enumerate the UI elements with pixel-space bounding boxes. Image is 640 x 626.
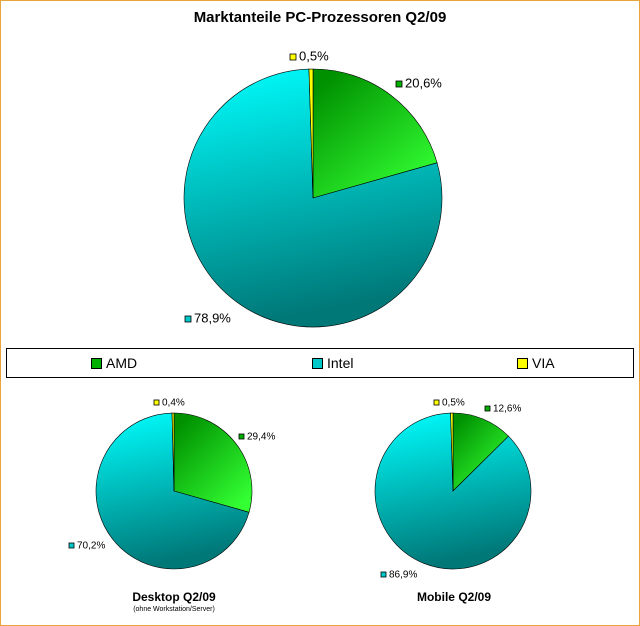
legend: AMD Intel VIA xyxy=(6,348,634,378)
mobile-label-swatch-amd xyxy=(484,405,491,412)
legend-label-via: VIA xyxy=(532,355,555,371)
mobile-slice-amd xyxy=(452,412,509,492)
main-slice-intel xyxy=(183,68,443,328)
mobile-label-swatch-via xyxy=(433,399,440,406)
legend-label-amd: AMD xyxy=(106,355,138,371)
desktop-data-label-intel: 70,2% xyxy=(77,541,105,552)
mobile-data-label-amd: 12,6% xyxy=(493,404,521,415)
legend-label-intel: Intel xyxy=(327,355,354,371)
mobile-slice-intel xyxy=(374,412,532,570)
legend-swatch-intel xyxy=(312,357,323,369)
main-label-swatch-amd xyxy=(395,80,403,88)
desktop-data-label-via: 0,4% xyxy=(162,398,185,409)
main-data-label-amd: 20,6% xyxy=(405,76,442,91)
legend-swatch-via xyxy=(517,357,528,369)
desktop-label-swatch-intel xyxy=(68,542,75,549)
mobile-chart-title: Mobile Q2/09 xyxy=(416,590,492,604)
main-slice-amd xyxy=(312,68,438,199)
legend-item-amd: AMD xyxy=(91,354,137,372)
desktop-label-swatch-via xyxy=(153,399,160,406)
main-chart-title: Marktanteile PC-Prozessoren Q2/09 xyxy=(193,9,447,26)
mobile-label-swatch-intel xyxy=(380,571,387,578)
legend-swatch-amd xyxy=(91,357,102,369)
desktop-label-swatch-amd xyxy=(238,433,245,440)
mobile-data-label-intel: 86,9% xyxy=(389,570,417,581)
mobile-slice-via xyxy=(450,412,454,492)
main-data-label-via: 0,5% xyxy=(299,49,329,64)
main-label-swatch-intel xyxy=(184,315,192,323)
desktop-chart-title: Desktop Q2/09 xyxy=(132,590,216,604)
desktop-slice-amd xyxy=(173,412,253,513)
desktop-data-label-amd: 29,4% xyxy=(247,432,275,443)
main-slice-via xyxy=(308,68,314,199)
desktop-chart-subtitle: (ohne Workstation/Server) xyxy=(133,606,215,613)
main-label-swatch-via xyxy=(289,53,297,61)
desktop-slice-via xyxy=(171,412,175,492)
legend-item-intel: Intel xyxy=(312,354,353,372)
main-data-label-intel: 78,9% xyxy=(194,311,231,326)
legend-item-via: VIA xyxy=(517,354,555,372)
desktop-slice-intel xyxy=(95,412,250,570)
mobile-data-label-via: 0,5% xyxy=(442,398,465,409)
